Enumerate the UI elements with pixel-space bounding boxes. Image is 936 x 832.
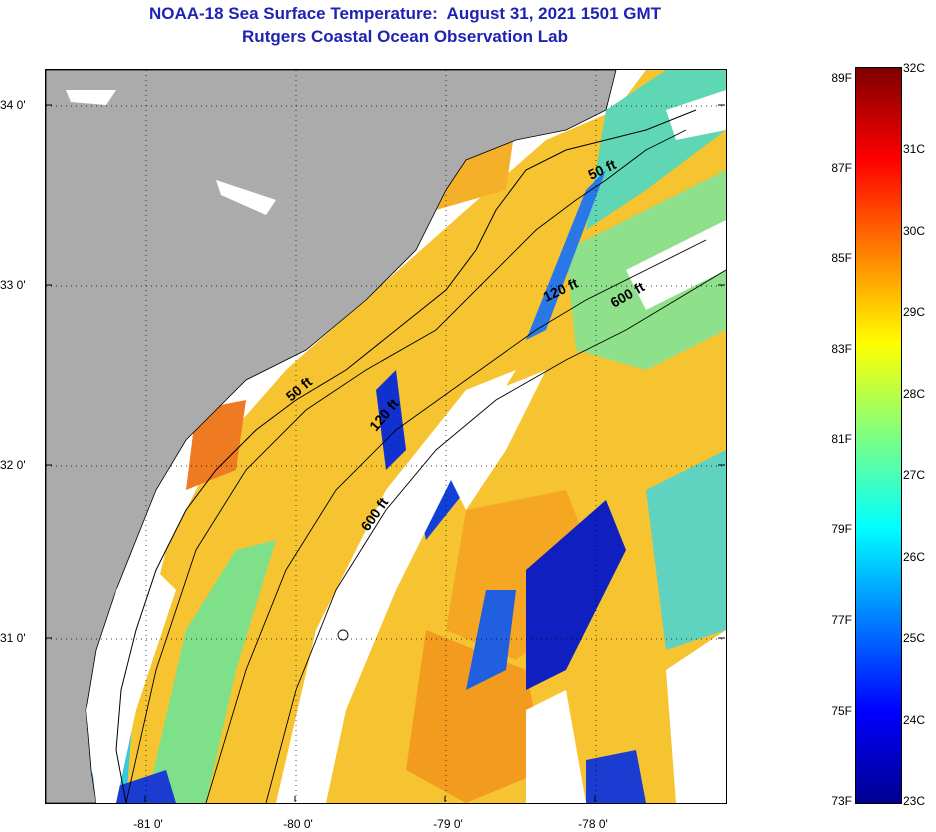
colorbar-fahrenheit-label: 87F: [831, 161, 852, 175]
longitude-label: -81 0': [133, 817, 163, 831]
land-mass: [46, 70, 617, 803]
map-subtitle: Rutgers Coastal Ocean Observation Lab: [242, 27, 568, 46]
colorbar-celsius-label: 31C: [903, 142, 926, 156]
longitude-label: -79 0': [433, 817, 463, 831]
sst-map: 50 ft 120 ft 600 ft 50 ft 120 ft 600 ft: [45, 69, 727, 804]
land-fringe: [216, 180, 276, 215]
colorbar-fahrenheit-label: 77F: [831, 613, 852, 627]
sst-warm-patch: [406, 630, 546, 803]
colorbar-fahrenheit-label: 73F: [831, 794, 852, 808]
sst-cold-filament: [106, 770, 176, 803]
colorbar-celsius-label: 23C: [903, 794, 926, 808]
isobath-120ft: [205, 239, 707, 803]
cloud-gap: [666, 90, 726, 140]
cloud-gap: [666, 630, 726, 803]
cloud-gap: [276, 370, 516, 803]
colorbar-fahrenheit-label: 85F: [831, 251, 852, 265]
sst-cold-filament: [376, 370, 406, 470]
latitude-label: 33 0': [0, 278, 26, 292]
colorbar-fahrenheit-label: 89F: [831, 71, 852, 85]
latitude-label: 31 0': [0, 631, 26, 645]
colorbar-celsius-label: 28C: [903, 387, 926, 401]
colorbar-celsius-label: 27C: [903, 468, 926, 482]
cloud-gap: [526, 690, 586, 803]
sst-cold-filament: [466, 590, 516, 690]
sst-map-canvas: 50 ft 120 ft 600 ft 50 ft 120 ft 600 ft: [46, 70, 726, 803]
colorbar-celsius-label: 29C: [903, 305, 926, 319]
seamount-contour: [337, 629, 349, 641]
latitude-label: 34 0': [0, 98, 26, 112]
colorbar-fahrenheit-label: 83F: [831, 342, 852, 356]
longitude-label: -80 0': [283, 817, 313, 831]
colorbar-celsius-label: 25C: [903, 631, 926, 645]
sst-cold-filament: [586, 750, 646, 803]
land-fringe: [66, 90, 116, 105]
colorbar-celsius-label: 24C: [903, 713, 926, 727]
colorbar-fahrenheit-label: 81F: [831, 432, 852, 446]
sst-cool-band: [146, 540, 276, 803]
colorbar-fahrenheit-label: 75F: [831, 704, 852, 718]
lat-lon-grid: [46, 70, 726, 803]
map-title: NOAA-18 Sea Surface Temperature: August …: [148, 4, 662, 23]
colorbar-celsius-label: 32C: [903, 61, 926, 75]
sst-cold-filament: [526, 500, 626, 690]
colorbar-celsius-label: 26C: [903, 550, 926, 564]
latitude-label: 32 0': [0, 458, 26, 472]
isobath-600ft: [265, 269, 726, 803]
sst-cool-band: [646, 450, 726, 650]
cloud-gap: [446, 370, 546, 510]
colorbar-fahrenheit-label: 79F: [831, 522, 852, 536]
sst-cold-filament: [526, 170, 606, 340]
isobath-50ft: [125, 129, 687, 803]
longitude-label: -78 0': [578, 817, 608, 831]
colorbar-celsius-label: 30C: [903, 224, 926, 238]
land-fringe: [86, 510, 176, 803]
coastline: [115, 109, 697, 803]
temperature-colorbar: [855, 67, 902, 804]
